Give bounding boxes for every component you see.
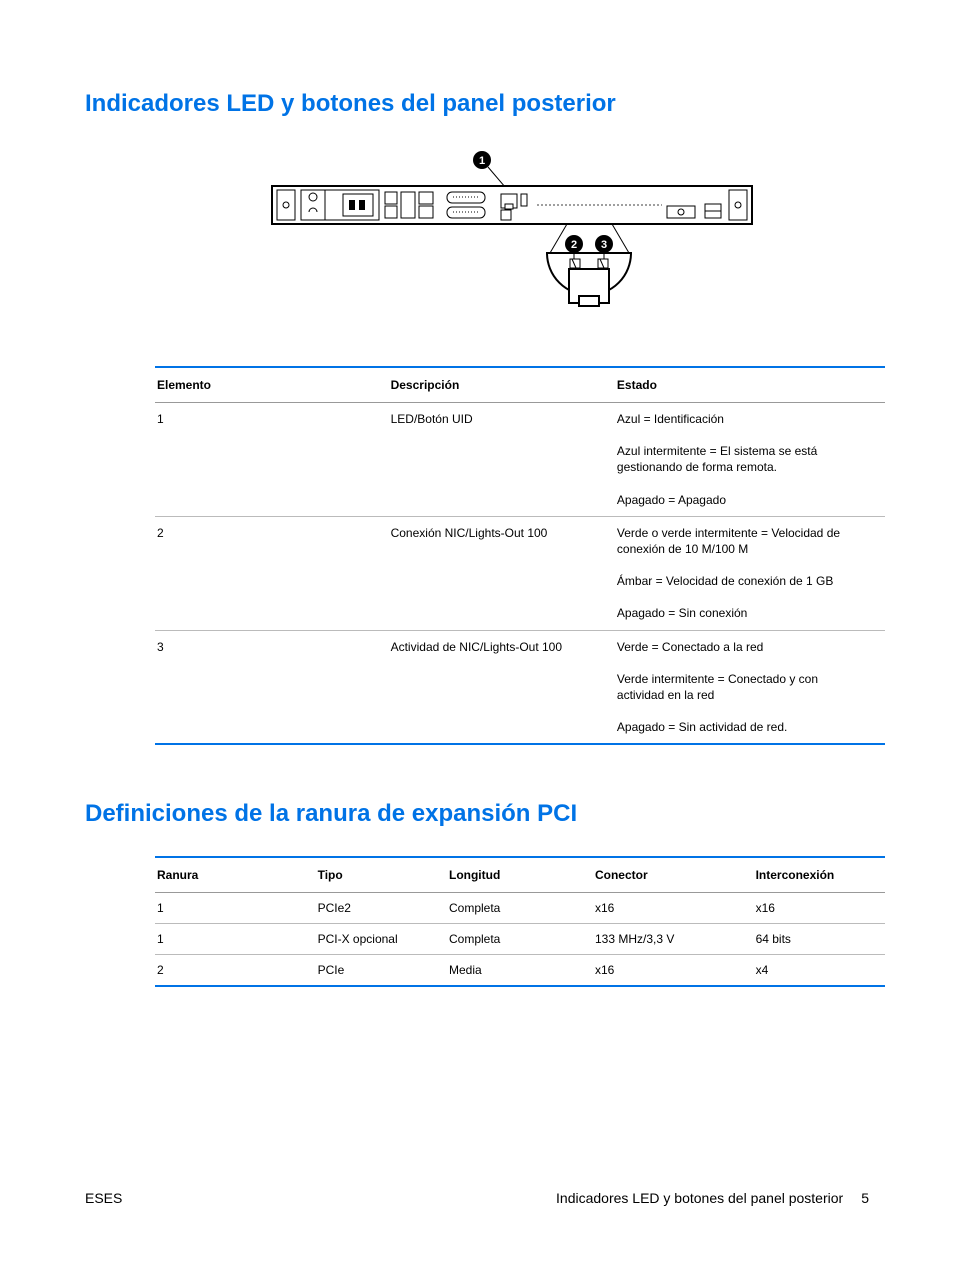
cell: 2: [155, 955, 316, 987]
cell-descripcion: LED/Botón UID: [389, 403, 615, 517]
rear-panel-figure: 1: [155, 146, 869, 336]
table-row: 3 Actividad de NIC/Lights-Out 100 Verde …: [155, 630, 885, 663]
section-1-heading: Indicadores LED y botones del panel post…: [85, 90, 869, 118]
cell-descripcion: Conexión NIC/Lights-Out 100: [389, 516, 615, 630]
table-header-row: Ranura Tipo Longitud Conector Interconex…: [155, 857, 885, 893]
cell: 133 MHz/3,3 V: [593, 924, 754, 955]
cell-descripcion: Actividad de NIC/Lights-Out 100: [389, 630, 615, 744]
callout-1-icon: 1: [479, 155, 485, 167]
cell-elemento: 3: [155, 630, 389, 744]
cell-estado: Apagado = Sin conexión: [615, 597, 885, 630]
th-tipo: Tipo: [316, 857, 447, 893]
section-2-heading: Definiciones de la ranura de expansión P…: [85, 800, 869, 828]
cell: 1: [155, 924, 316, 955]
cell: Completa: [447, 924, 593, 955]
page-footer: ESES Indicadores LED y botones del panel…: [85, 1190, 869, 1206]
table-row: 1 PCIe2 Completa x16 x16: [155, 893, 885, 924]
cell: PCI-X opcional: [316, 924, 447, 955]
th-longitud: Longitud: [447, 857, 593, 893]
cell-estado: Verde = Conectado a la red: [615, 630, 885, 663]
callout-2-icon: 2: [571, 239, 577, 251]
table-row: 2 Conexión NIC/Lights-Out 100 Verde o ve…: [155, 516, 885, 565]
footer-section-title: Indicadores LED y botones del panel post…: [556, 1190, 843, 1206]
cell-estado: Apagado = Apagado: [615, 484, 885, 517]
cell: Completa: [447, 893, 593, 924]
table-row: 1 PCI-X opcional Completa 133 MHz/3,3 V …: [155, 924, 885, 955]
th-interconexion: Interconexión: [754, 857, 885, 893]
th-estado: Estado: [615, 367, 885, 403]
cell-estado: Ámbar = Velocidad de conexión de 1 GB: [615, 565, 885, 597]
th-descripcion: Descripción: [389, 367, 615, 403]
pci-table: Ranura Tipo Longitud Conector Interconex…: [155, 856, 885, 987]
cell: PCIe2: [316, 893, 447, 924]
cell-elemento: 2: [155, 516, 389, 630]
cell-estado: Verde intermitente = Conectado y con act…: [615, 663, 885, 711]
cell: x4: [754, 955, 885, 987]
cell: x16: [754, 893, 885, 924]
table-row: 1 LED/Botón UID Azul = Identificación: [155, 403, 885, 436]
cell: x16: [593, 955, 754, 987]
cell-estado: Apagado = Sin actividad de red.: [615, 711, 885, 744]
table-header-row: Elemento Descripción Estado: [155, 367, 885, 403]
cell: 64 bits: [754, 924, 885, 955]
footer-left: ESES: [85, 1190, 122, 1206]
led-table: Elemento Descripción Estado 1 LED/Botón …: [155, 366, 885, 745]
footer-page-number: 5: [861, 1190, 869, 1206]
th-conector: Conector: [593, 857, 754, 893]
cell-estado: Azul = Identificación: [615, 403, 885, 436]
table-row: 2 PCIe Media x16 x4: [155, 955, 885, 987]
callout-3-icon: 3: [601, 239, 607, 251]
cell-elemento: 1: [155, 403, 389, 517]
th-elemento: Elemento: [155, 367, 389, 403]
cell-estado: Verde o verde intermitente = Velocidad d…: [615, 516, 885, 565]
cell: PCIe: [316, 955, 447, 987]
cell: Media: [447, 955, 593, 987]
th-ranura: Ranura: [155, 857, 316, 893]
cell-estado: Azul intermitente = El sistema se está g…: [615, 435, 885, 483]
cell: 1: [155, 893, 316, 924]
cell: x16: [593, 893, 754, 924]
